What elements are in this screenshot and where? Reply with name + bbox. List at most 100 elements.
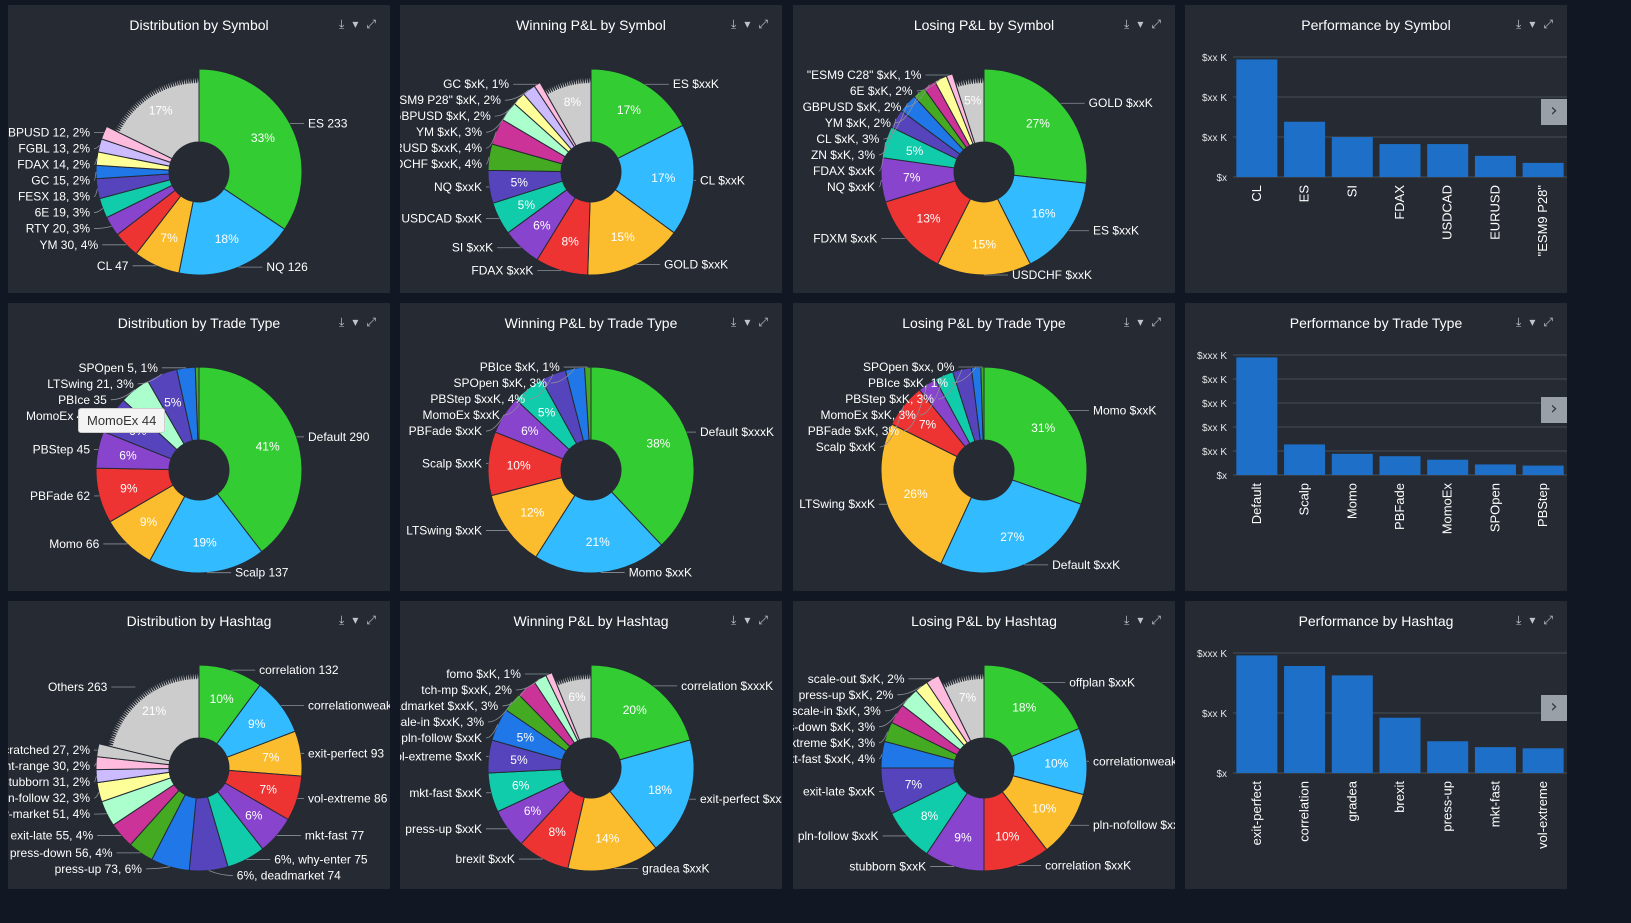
pie-slice[interactable] xyxy=(542,72,592,147)
export-icon[interactable]: ⤓ xyxy=(1124,17,1130,31)
bar[interactable] xyxy=(1474,155,1516,177)
dropdown-icon[interactable]: ▾ xyxy=(1137,17,1144,31)
bar[interactable] xyxy=(1331,137,1373,177)
export-icon[interactable]: ⤓ xyxy=(1124,315,1130,329)
bar[interactable] xyxy=(1331,453,1373,475)
label-connector xyxy=(93,171,97,181)
bar[interactable] xyxy=(1284,444,1326,475)
slice-percent-label: 31% xyxy=(1031,421,1055,435)
donut-hole xyxy=(561,440,621,500)
export-icon[interactable]: ⤓ xyxy=(1516,17,1522,31)
pie-slice[interactable] xyxy=(110,72,200,160)
chart-svg: 38% 21% 12% 10% 6% 5% Default $xxxK Momo $xxK PB… xyxy=(406,360,774,579)
dropdown-icon[interactable]: ▾ xyxy=(1529,315,1536,329)
bar[interactable] xyxy=(1522,465,1564,475)
bar[interactable] xyxy=(1379,717,1421,773)
x-tick-label: SI xyxy=(1344,185,1359,197)
expand-icon[interactable]: ⤢ xyxy=(366,613,376,627)
dropdown-icon[interactable]: ▾ xyxy=(744,613,751,627)
expand-icon[interactable]: ⤢ xyxy=(1543,315,1553,329)
label-connector xyxy=(894,92,920,124)
x-tick-label: press-up xyxy=(1440,781,1455,832)
slice-label: YM $xK, 2% xyxy=(825,116,891,130)
next-page-chevron-icon[interactable]: › xyxy=(1541,397,1567,423)
slice-label: press-up $xK, 2% xyxy=(799,688,894,702)
expand-icon[interactable]: ⤢ xyxy=(1543,613,1553,627)
export-icon[interactable]: ⤓ xyxy=(731,17,737,31)
slice-label: YM 30, 4% xyxy=(39,238,98,252)
donut-hole xyxy=(954,440,1014,500)
pie-slice[interactable] xyxy=(567,790,657,872)
bar[interactable] xyxy=(1284,665,1326,773)
export-icon[interactable]: ⤓ xyxy=(1516,613,1522,627)
bar[interactable] xyxy=(1522,162,1564,177)
bar[interactable] xyxy=(1379,456,1421,475)
bar[interactable] xyxy=(1236,59,1278,177)
dropdown-icon[interactable]: ▾ xyxy=(744,17,751,31)
export-icon[interactable]: ⤓ xyxy=(339,17,345,31)
pie-slice[interactable] xyxy=(940,668,985,742)
export-icon[interactable]: ⤓ xyxy=(1516,315,1522,329)
x-tick-label: FDAX xyxy=(1392,185,1407,220)
dropdown-icon[interactable]: ▾ xyxy=(352,613,359,627)
slice-label: EURUSD $xxK, 4% xyxy=(400,141,482,155)
dropdown-icon[interactable]: ▾ xyxy=(352,17,359,31)
expand-icon[interactable]: ⤢ xyxy=(758,17,768,31)
export-icon[interactable]: ⤓ xyxy=(339,613,345,627)
slice-percent-label: 27% xyxy=(1026,117,1050,131)
label-connector xyxy=(952,367,977,384)
pie-slice[interactable] xyxy=(554,668,592,741)
dropdown-icon[interactable]: ▾ xyxy=(1137,315,1144,329)
bar[interactable] xyxy=(1331,675,1373,773)
slice-label: GC $xK, 1% xyxy=(443,77,509,91)
dropdown-icon[interactable]: ▾ xyxy=(744,315,751,329)
expand-icon[interactable]: ⤢ xyxy=(758,613,768,627)
bar[interactable] xyxy=(1474,464,1516,475)
next-page-chevron-icon[interactable]: › xyxy=(1541,695,1567,721)
export-icon[interactable]: ⤓ xyxy=(339,315,345,329)
export-icon[interactable]: ⤓ xyxy=(1124,613,1130,627)
label-connector xyxy=(550,368,576,384)
slice-label: USDCAD $xxK xyxy=(401,212,482,226)
slice-percent-label: 10% xyxy=(1044,756,1068,770)
next-page-chevron-icon[interactable]: › xyxy=(1541,99,1567,125)
y-tick-label: $xx K xyxy=(1202,399,1227,410)
expand-icon[interactable]: ⤢ xyxy=(1151,315,1161,329)
expand-icon[interactable]: ⤢ xyxy=(758,315,768,329)
bar[interactable] xyxy=(1474,747,1516,773)
dropdown-icon[interactable]: ▾ xyxy=(1137,613,1144,627)
expand-icon[interactable]: ⤢ xyxy=(1151,17,1161,31)
slice-label: PBIce $xK, 1% xyxy=(868,376,948,390)
slice-percent-label: 12% xyxy=(520,506,544,520)
slice-label: deadmarket $xxK, 3% xyxy=(400,699,499,713)
bar[interactable] xyxy=(1522,748,1564,773)
chart-svg: $xxx K $xx K $x exit-perfect correlation grad… xyxy=(1197,649,1567,849)
slice-label: tight-range 30, 2% xyxy=(8,759,90,773)
bar[interactable] xyxy=(1236,357,1278,475)
bar[interactable] xyxy=(1427,144,1469,177)
expand-icon[interactable]: ⤢ xyxy=(366,17,376,31)
export-icon[interactable]: ⤓ xyxy=(731,613,737,627)
slice-label: Scalp 137 xyxy=(235,566,289,580)
slice-label: press-up 73, 6% xyxy=(55,862,143,876)
expand-icon[interactable]: ⤢ xyxy=(1151,613,1161,627)
bar[interactable] xyxy=(1379,144,1421,177)
bar[interactable] xyxy=(1427,459,1469,475)
dropdown-icon[interactable]: ▾ xyxy=(1529,613,1536,627)
pie-slice[interactable] xyxy=(954,72,985,145)
bar[interactable] xyxy=(1284,121,1326,177)
expand-icon[interactable]: ⤢ xyxy=(366,315,376,329)
bar[interactable] xyxy=(1236,655,1278,773)
pie-slice[interactable] xyxy=(102,668,200,762)
slice-label: press-up $xxK xyxy=(405,822,482,836)
slice-percent-label: 5% xyxy=(517,730,535,744)
expand-icon[interactable]: ⤢ xyxy=(1543,17,1553,31)
label-connector xyxy=(903,384,928,432)
bar[interactable] xyxy=(1427,741,1469,773)
label-connector xyxy=(529,374,554,400)
export-icon[interactable]: ⤓ xyxy=(731,315,737,329)
slice-label: FDAX 14, 2% xyxy=(17,158,90,172)
slice-percent-label: 18% xyxy=(1012,701,1036,715)
dropdown-icon[interactable]: ▾ xyxy=(1529,17,1536,31)
dropdown-icon[interactable]: ▾ xyxy=(352,315,359,329)
